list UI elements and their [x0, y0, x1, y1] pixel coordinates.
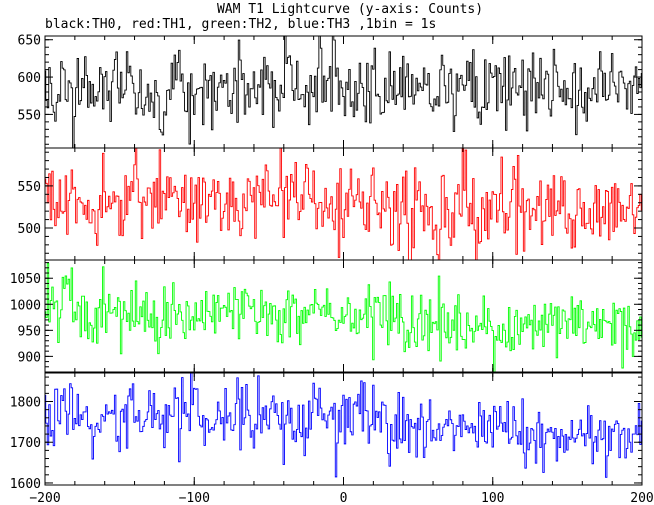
series-line-th3: [45, 373, 642, 478]
panels-group: 550 600 650 500 550 900 950 1000 1050 1600 1700 180…: [10, 34, 643, 492]
panel-th2: 900 950 1000 1050: [10, 259, 643, 373]
panel-frame: [44, 259, 643, 373]
panel-th0: 550 600 650: [18, 34, 643, 149]
y-tick-label: 1700: [10, 436, 41, 451]
y-tick-label: 1050: [10, 272, 41, 287]
y-tick-label: 600: [18, 71, 41, 86]
panel-th1: 500 550: [18, 147, 643, 261]
x-tick-label: 200: [630, 491, 653, 505]
chart-subtitle: black:TH0, red:TH1, green:TH2, blue:TH3 …: [45, 17, 436, 32]
y-tick-label: 950: [18, 324, 41, 339]
x-tick-label: 100: [481, 491, 504, 505]
panel-frame: [44, 35, 643, 149]
panel-th3: 1600 1700 1800: [10, 372, 643, 492]
series-line-th0: [45, 36, 642, 148]
y-tick-label: 900: [18, 350, 41, 365]
chart-title: WAM T1 Lightcurve (y-axis: Counts): [217, 2, 483, 17]
x-tick-label: 0: [340, 491, 348, 505]
x-tick-label: −100: [179, 491, 210, 505]
y-tick-label: 1000: [10, 298, 41, 313]
y-tick-label: 550: [18, 180, 41, 195]
x-tick-label: −200: [29, 491, 60, 505]
y-tick-label: 1800: [10, 396, 41, 411]
y-tick-label: 500: [18, 222, 41, 237]
series-line-th1: [45, 148, 642, 260]
y-tick-label: 650: [18, 34, 41, 49]
y-tick-label: 550: [18, 108, 41, 123]
panel-frame: [44, 372, 643, 486]
series-line-th2: [45, 263, 642, 372]
y-tick-label: 1600: [10, 477, 41, 492]
x-axis: −200 −100 0 100 200: [29, 491, 653, 505]
